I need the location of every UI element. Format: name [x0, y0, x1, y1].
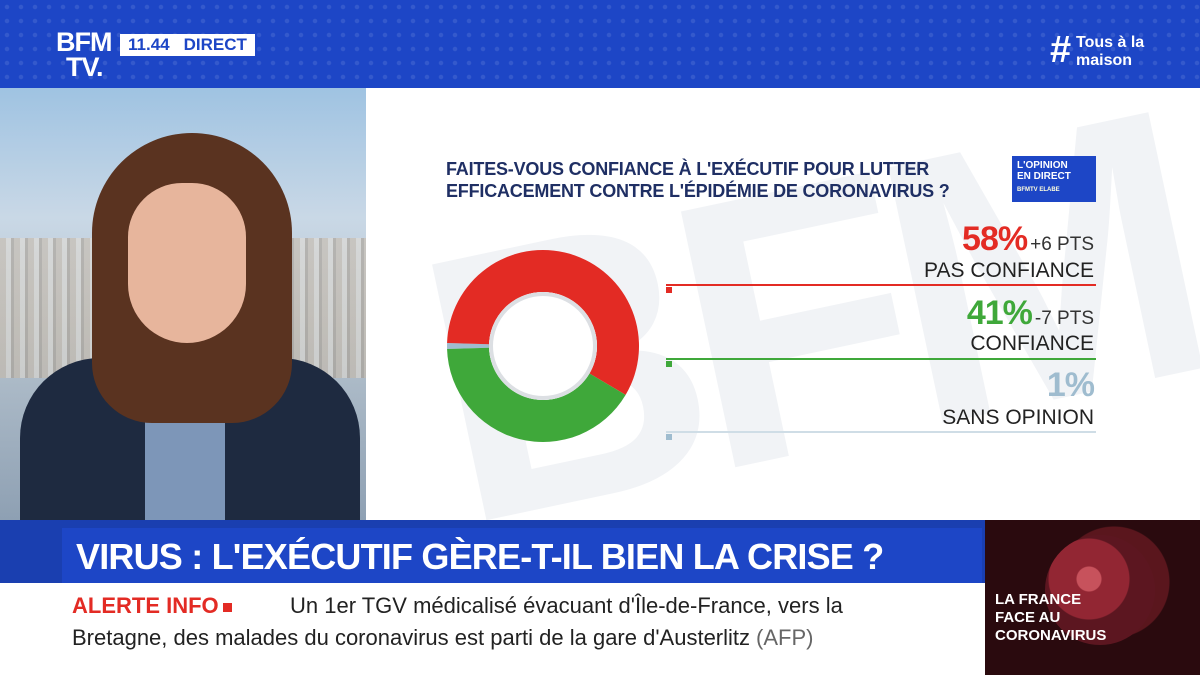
studio-video — [0, 88, 366, 520]
delta-pas-confiance: +6 PTS — [1030, 234, 1094, 255]
virus-icon — [1045, 535, 1155, 645]
alert-text: ALERTE INFO — [72, 593, 219, 618]
question-line1: FAITES-VOUS CONFIANCE À L'EXÉCUTIF POUR … — [446, 159, 930, 179]
hashtag-symbol: # — [1050, 29, 1072, 71]
live-label: DIRECT — [183, 35, 247, 54]
rule-cap-confiance — [666, 361, 672, 367]
poll-panel: BFM FAITES-VOUS CONFIANCE À L'EXÉCUTIF P… — [366, 88, 1200, 520]
donut-slice-pas-confiance — [447, 250, 639, 395]
alert-label: ALERTE INFO — [72, 593, 232, 619]
badge-line3: BFMTV ELABE — [1017, 187, 1060, 193]
promo-line2: FACE AU — [995, 609, 1061, 626]
promo-line3: CORONAVIRUS — [995, 627, 1107, 644]
ticker-line1: Un 1er TGV médicalisé évacuant d'Île-de-… — [290, 593, 843, 618]
delta-confiance: -7 PTS — [1034, 308, 1094, 329]
rule-sans-opinion — [666, 431, 1096, 433]
question-line2: EFFICACEMENT CONTRE L'ÉPIDÉMIE DE CORONA… — [446, 181, 950, 201]
donut-slice-sans-opinion — [447, 342, 490, 350]
donut-chart — [447, 250, 639, 443]
label-pas-confiance: PAS CONFIANCE — [924, 259, 1094, 282]
donut-slice-confiance — [447, 347, 626, 443]
hashtag-line1: Tous à la — [1076, 34, 1145, 51]
live-time-box: 11.44 DIRECT — [120, 34, 255, 56]
value-sans-opinion: 1% — [1046, 366, 1095, 405]
logo-line2: TV. — [66, 52, 104, 82]
donut-hole — [489, 292, 597, 400]
ticker-line2: Bretagne, des malades du coronavirus est… — [72, 625, 751, 650]
rule-cap-pas-confiance — [666, 287, 672, 293]
badge-line1: L'OPINION — [1017, 160, 1068, 171]
top-bar: BFM TV. 11.44 DIRECT # Tous à la maison — [0, 0, 1200, 88]
rule-confiance — [666, 358, 1096, 360]
alert-square-icon — [222, 602, 232, 612]
poll-question: FAITES-VOUS CONFIANCE À L'EXÉCUTIF POUR … — [446, 158, 1006, 202]
ticker-source: (AFP) — [756, 625, 814, 650]
clock-time: 11.44 — [128, 35, 170, 54]
logo-line1: BFM — [56, 27, 112, 57]
badge-line2: EN DIRECT — [1017, 171, 1071, 182]
value-confiance: 41% -7 PTS — [967, 294, 1094, 333]
channel-logo: BFM TV. — [56, 27, 112, 82]
coronavirus-promo: LA FRANCE FACE AU CORONAVIRUS — [985, 520, 1200, 675]
pct-confiance: 41% — [966, 294, 1033, 332]
ticker-line2-wrap: Bretagne, des malades du coronavirus est… — [72, 625, 813, 651]
label-sans-opinion: SANS OPINION — [942, 406, 1094, 429]
pct-pas-confiance: 58% — [962, 220, 1028, 258]
headline-banner: VIRUS : L'EXÉCUTIF GÈRE-T-IL BIEN LA CRI… — [62, 528, 982, 583]
donut-inner-ring — [489, 292, 597, 400]
headline-text: VIRUS : L'EXÉCUTIF GÈRE-T-IL BIEN LA CRI… — [76, 536, 884, 577]
label-confiance: CONFIANCE — [970, 332, 1094, 355]
rule-cap-sans-opinion — [666, 434, 672, 440]
rule-pas-confiance — [666, 284, 1096, 286]
pct-sans-opinion: 1% — [1046, 366, 1095, 404]
news-ticker: ALERTE INFO Un 1er TGV médicalisé évacua… — [0, 583, 985, 675]
value-pas-confiance: 58% +6 PTS — [962, 220, 1094, 259]
hashtag-line2: maison — [1076, 52, 1133, 69]
opinion-badge: L'OPINION EN DIRECT BFMTV ELABE — [1012, 156, 1096, 202]
promo-line1: LA FRANCE — [995, 591, 1082, 608]
presenter-face — [128, 183, 246, 343]
